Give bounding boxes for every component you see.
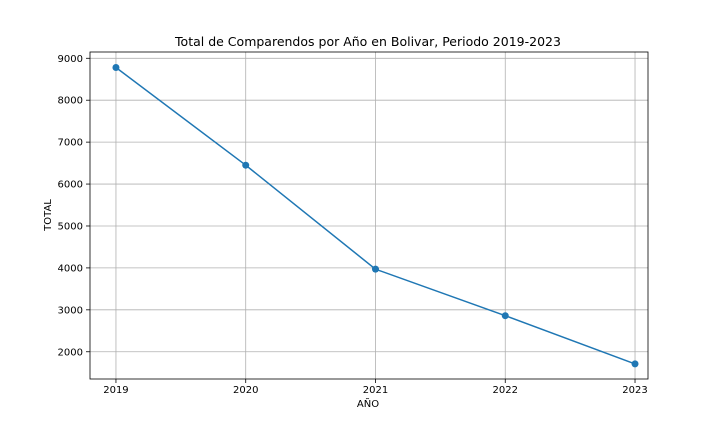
y-tick-label: 7000 [58, 138, 83, 149]
x-axis-label: AÑO [357, 397, 379, 410]
x-tick-label: 2020 [233, 385, 258, 396]
axis-ticks: 2019 2020 2021 2022 2023 2000 3000 4000 5000 6000… [58, 54, 648, 396]
y-tick-label: 5000 [58, 221, 83, 232]
data-point [371, 265, 379, 273]
x-tick-label: 2021 [363, 385, 388, 396]
grid [90, 52, 648, 379]
y-tick-label: 6000 [58, 180, 83, 191]
y-tick-label: 4000 [58, 263, 83, 274]
x-tick-label: 2019 [103, 385, 128, 396]
y-tick-label: 9000 [58, 54, 83, 65]
chart-title: Total de Comparendos por Año en Bolivar,… [174, 34, 561, 49]
y-axis-label: TOTAL [43, 199, 54, 232]
x-tick-label: 2023 [622, 385, 647, 396]
series [112, 64, 639, 368]
data-point [501, 312, 509, 320]
y-tick-label: 8000 [58, 96, 83, 107]
y-tick-label: 2000 [58, 347, 83, 358]
data-point [631, 360, 639, 368]
x-tick-label: 2022 [493, 385, 518, 396]
plot-frame [89, 51, 649, 380]
data-point [242, 161, 250, 169]
data-point [112, 64, 120, 72]
y-tick-label: 3000 [58, 305, 83, 316]
